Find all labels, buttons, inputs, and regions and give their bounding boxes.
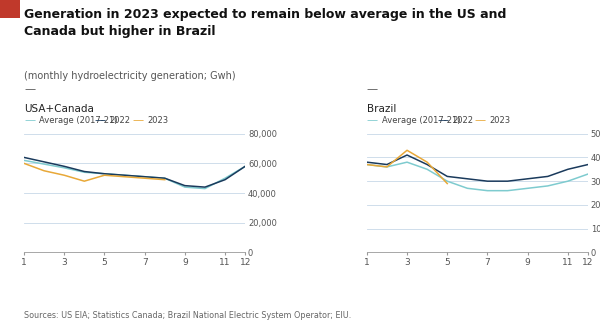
Text: USA+Canada: USA+Canada — [24, 104, 94, 114]
Text: —: — — [437, 115, 449, 125]
Text: 2023: 2023 — [490, 116, 511, 125]
Text: Generation in 2023 expected to remain below average in the US and
Canada but hig: Generation in 2023 expected to remain be… — [24, 8, 506, 38]
Text: —: — — [367, 115, 378, 125]
Text: Sources: US EIA; Statistics Canada; Brazil National Electric System Operator; EI: Sources: US EIA; Statistics Canada; Braz… — [24, 311, 351, 320]
Text: 2022: 2022 — [452, 116, 473, 125]
Text: —: — — [132, 115, 143, 125]
Text: —: — — [95, 115, 106, 125]
Text: 2023: 2023 — [147, 116, 168, 125]
Text: Average (2017-21): Average (2017-21) — [39, 116, 118, 125]
Text: —: — — [24, 115, 35, 125]
Text: (monthly hydroelectricity generation; Gwh): (monthly hydroelectricity generation; Gw… — [24, 71, 236, 81]
Text: —: — — [367, 84, 378, 94]
Text: 2022: 2022 — [110, 116, 131, 125]
Text: Brazil: Brazil — [367, 104, 396, 114]
Text: —: — — [24, 84, 35, 94]
Text: —: — — [475, 115, 486, 125]
Text: Average (2017-21): Average (2017-21) — [382, 116, 460, 125]
